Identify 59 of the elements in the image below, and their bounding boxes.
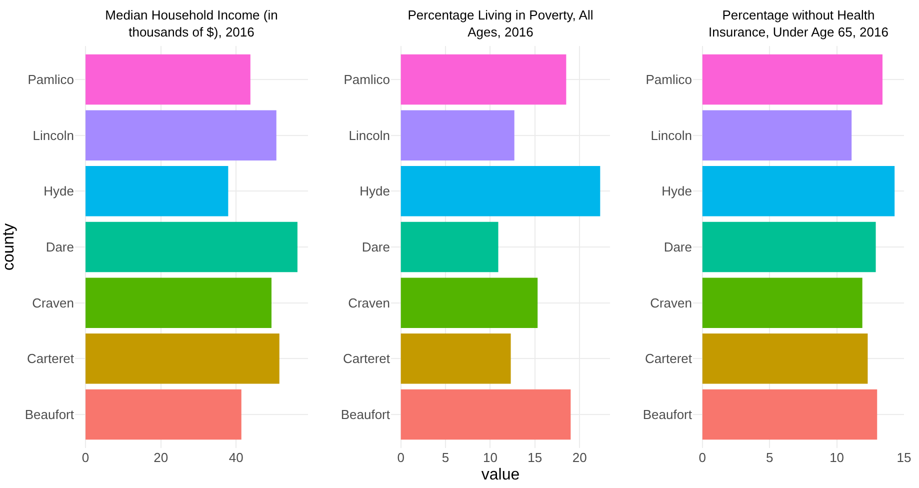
- x-axis-title: value: [481, 466, 520, 484]
- bar: [400, 222, 498, 272]
- bar: [400, 389, 571, 440]
- y-tick-label: Craven: [32, 295, 74, 310]
- y-tick-label: Pamlico: [28, 72, 74, 88]
- x-tick-label: 15: [896, 450, 912, 465]
- bar: [702, 166, 895, 216]
- y-tick-label: Hyde: [360, 184, 390, 199]
- bar: [400, 334, 511, 384]
- y-tick-label: Hyde: [662, 184, 692, 199]
- x-tick-label: 20: [572, 450, 587, 465]
- y-tick-label: Carteret: [343, 351, 390, 366]
- bar: [86, 54, 250, 105]
- x-tick-label: 40: [228, 450, 244, 465]
- y-tick-label: Pamlico: [646, 72, 692, 88]
- y-tick-label: Dare: [46, 240, 74, 255]
- bar: [86, 389, 242, 440]
- bar: [400, 278, 538, 328]
- bar: [702, 222, 876, 272]
- y-tick-label: Craven: [650, 295, 692, 310]
- bar: [702, 54, 882, 105]
- y-tick-label: Lincoln: [650, 128, 692, 143]
- x-tick-label: 20: [154, 450, 168, 465]
- x-tick-label: 0: [698, 450, 706, 465]
- y-tick-label: Craven: [348, 295, 390, 310]
- x-tick-label: 0: [82, 450, 90, 465]
- bar: [702, 389, 878, 440]
- bar: [86, 334, 280, 384]
- chart-title: Percentage without Health Insurance, Under Age 65, 2016: [708, 8, 888, 40]
- bar: [400, 54, 566, 105]
- y-tick-label: Carteret: [27, 351, 74, 366]
- y-tick-label: Beaufort: [24, 407, 74, 422]
- y-tick-label: Beaufort: [642, 407, 692, 422]
- x-tick-label: 10: [482, 450, 498, 465]
- y-tick-label: Dare: [664, 240, 692, 255]
- x-tick-label: 5: [766, 450, 774, 465]
- bar: [86, 222, 298, 272]
- x-tick-label: 10: [830, 450, 844, 465]
- chart-title: Percentage Living in Poverty, All Ages, 2016: [408, 8, 594, 40]
- y-tick-label: Lincoln: [348, 128, 390, 143]
- bar: [702, 278, 862, 328]
- y-tick-label: Dare: [362, 240, 390, 255]
- bar: [86, 278, 272, 328]
- x-tick-label: 5: [442, 450, 450, 465]
- bar: [702, 110, 852, 160]
- x-tick-label: 0: [397, 450, 404, 465]
- y-tick-label: Hyde: [44, 184, 74, 199]
- y-tick-label: Beaufort: [340, 407, 390, 422]
- y-tick-label: Lincoln: [32, 128, 74, 143]
- y-tick-label: Carteret: [645, 351, 692, 366]
- y-tick-label: Pamlico: [344, 72, 390, 88]
- bar: [400, 110, 514, 160]
- x-tick-label: 15: [528, 450, 542, 465]
- bar: [86, 110, 276, 160]
- bar: [400, 166, 600, 216]
- y-axis-title: county: [0, 223, 18, 271]
- chart-title: Median Household Income (in thousands of $), 2016: [105, 8, 278, 40]
- bar: [702, 334, 868, 384]
- bar: [86, 166, 228, 216]
